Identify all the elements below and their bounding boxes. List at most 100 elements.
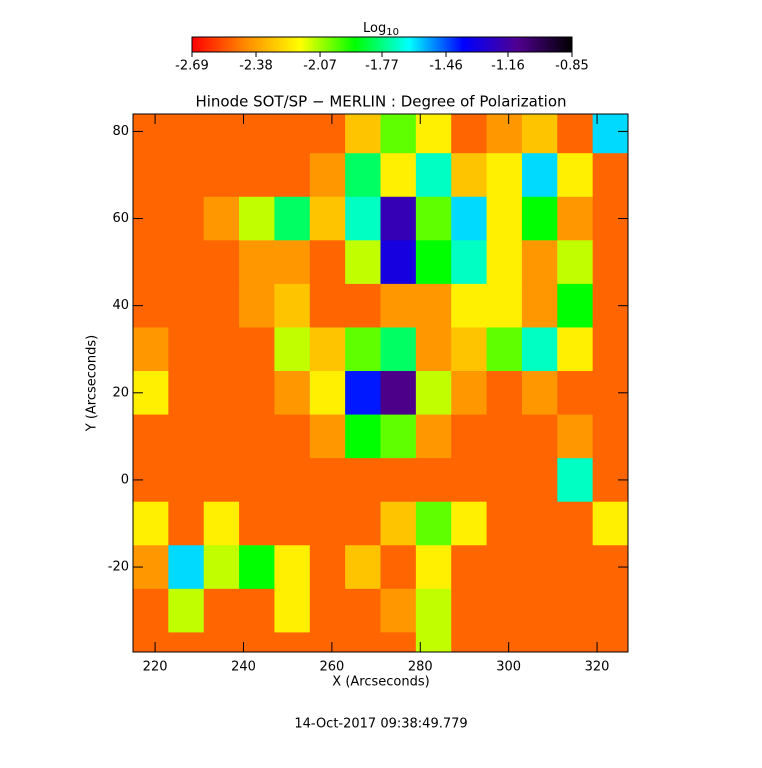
heatmap-cell — [133, 114, 169, 154]
colorbar-tick-label: -0.85 — [555, 59, 589, 74]
heatmap-cell — [309, 196, 346, 241]
heatmap-cell — [380, 545, 417, 590]
y-axis-label: Y (Arcseconds) — [85, 335, 100, 432]
heatmap-cell — [239, 327, 275, 372]
heatmap-cell — [274, 588, 311, 633]
heatmap-cell — [133, 501, 169, 546]
heatmap-cell — [274, 545, 311, 590]
heatmap-cell — [486, 414, 523, 459]
heatmap-cell — [486, 283, 523, 328]
heatmap-cell — [133, 240, 169, 285]
heatmap-cell — [380, 153, 417, 198]
heatmap-cell — [239, 632, 275, 652]
heatmap-cell — [557, 501, 594, 546]
heatmap-cell — [133, 153, 169, 198]
colorbar-tick-label: -2.38 — [239, 59, 273, 74]
heatmap-cell — [557, 153, 594, 198]
heatmap-cell — [274, 501, 311, 546]
heatmap-cell — [309, 501, 346, 546]
heatmap-cell — [239, 240, 275, 285]
heatmap-cell — [345, 153, 381, 198]
heatmap-cell — [133, 588, 169, 633]
heatmap-cell — [274, 414, 311, 459]
y-tick-label: 60 — [112, 211, 129, 226]
heatmap-cell — [557, 240, 594, 285]
heatmap-cell — [451, 240, 488, 285]
colorbar-tick-label: -1.77 — [365, 59, 399, 74]
heatmap-cell — [521, 371, 558, 416]
chart-title: Hinode SOT/SP − MERLIN : Degree of Polar… — [195, 93, 566, 111]
heatmap-cell — [345, 283, 381, 328]
heatmap-cell — [521, 327, 558, 372]
footer-date: 14-Oct-2017 09:38:49.779 — [294, 717, 467, 732]
heatmap-cell — [415, 501, 452, 546]
heatmap-cell — [274, 153, 311, 198]
heatmap-cell — [380, 632, 417, 652]
heatmap-cell — [239, 414, 275, 459]
heatmap-cell — [451, 283, 488, 328]
heatmap-cell — [557, 283, 594, 328]
heatmap-cell — [451, 545, 488, 590]
heatmap-cell — [415, 632, 452, 652]
heatmap-cell — [380, 588, 417, 633]
heatmap-cell — [203, 371, 240, 416]
heatmap-cell — [309, 414, 346, 459]
heatmap-cell — [486, 588, 523, 633]
heatmap-cell — [380, 327, 417, 372]
heatmap-cell — [557, 458, 594, 503]
heatmap-cell — [451, 632, 488, 652]
heatmap-cell — [486, 153, 523, 198]
colorbar — [191, 36, 573, 53]
heatmap-cell — [345, 588, 381, 633]
heatmap-cell — [239, 283, 275, 328]
heatmap-cell — [557, 196, 594, 241]
heatmap-cell — [203, 501, 240, 546]
heatmap-cell — [486, 458, 523, 503]
colorbar-tick-label: -2.07 — [303, 59, 337, 74]
heatmap-cell — [309, 588, 346, 633]
heatmap-cell — [168, 501, 205, 546]
heatmap-cell — [345, 501, 381, 546]
heatmap-cell — [557, 632, 594, 652]
heatmap-cell — [168, 240, 205, 285]
heatmap-cell — [451, 114, 488, 154]
heatmap-cell — [309, 545, 346, 590]
heatmap-cell — [203, 414, 240, 459]
heatmap-cell — [415, 196, 452, 241]
heatmap-cell — [203, 196, 240, 241]
heatmap-cell — [168, 588, 205, 633]
heatmap-cell — [239, 114, 275, 154]
heatmap-cell — [203, 327, 240, 372]
heatmap-cell — [451, 153, 488, 198]
heatmap-cell — [274, 196, 311, 241]
heatmap-cell — [203, 283, 240, 328]
y-tick-label: 0 — [121, 472, 129, 487]
x-tick-label: 280 — [408, 660, 433, 675]
heatmap-cell — [557, 327, 594, 372]
heatmap-cell — [415, 240, 452, 285]
heatmap-cell — [521, 414, 558, 459]
heatmap-cell — [380, 458, 417, 503]
heatmap-cell — [133, 414, 169, 459]
heatmap-cell — [557, 114, 594, 154]
heatmap-cell — [380, 114, 417, 154]
heatmap-cell — [451, 327, 488, 372]
heatmap-cell — [203, 632, 240, 652]
heatmap-cell — [415, 114, 452, 154]
heatmap-cell — [239, 458, 275, 503]
y-tick-label: 20 — [112, 385, 129, 400]
heatmap-cell — [345, 545, 381, 590]
heatmap-cell — [309, 371, 346, 416]
heatmap-cell — [203, 588, 240, 633]
heatmap-cell — [380, 501, 417, 546]
heatmap-cell — [592, 153, 628, 198]
heatmap-cell — [592, 327, 628, 372]
heatmap-cell — [309, 114, 346, 154]
heatmap-cell — [345, 371, 381, 416]
heatmap-cell — [486, 114, 523, 154]
heatmap-cell — [451, 414, 488, 459]
heatmap-cell — [521, 153, 558, 198]
heatmap-cell — [557, 414, 594, 459]
heatmap-cell — [274, 327, 311, 372]
heatmap-cell — [592, 114, 628, 154]
